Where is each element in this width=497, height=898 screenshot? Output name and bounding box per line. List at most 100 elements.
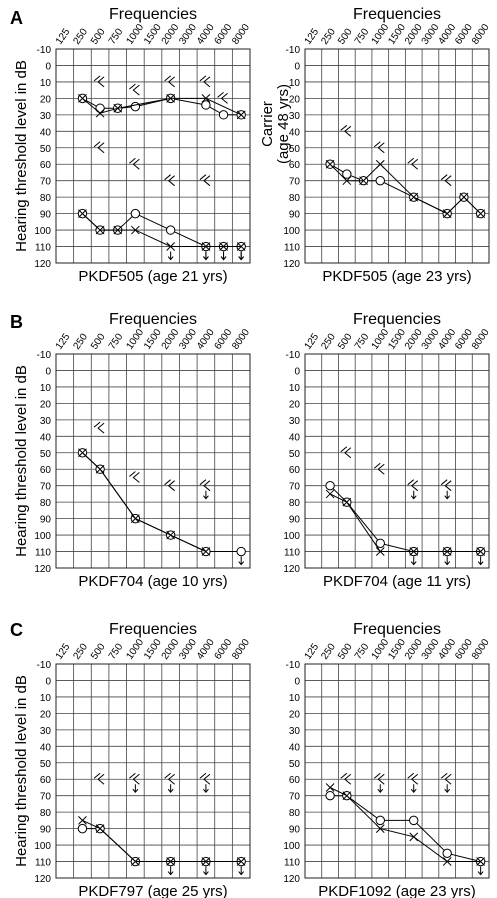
right-ear-marker — [375, 538, 385, 549]
right-ear-marker — [442, 848, 452, 859]
freq-tick-label: 750 — [353, 641, 372, 661]
db-tick-label: 40 — [40, 127, 52, 138]
db-tick-label: 100 — [34, 226, 51, 237]
bone-conduction-marker — [340, 772, 352, 785]
left-ear-marker — [131, 225, 140, 235]
db-tick-label: -10 — [286, 660, 301, 671]
left-ear-marker — [201, 94, 211, 103]
right-ear-marker — [375, 175, 385, 186]
bone-conduction-marker — [129, 471, 140, 483]
left-ear-marker — [166, 94, 175, 103]
db-tick-label: 10 — [289, 78, 301, 89]
no-response-arrow — [220, 251, 227, 261]
series-2 — [325, 489, 485, 556]
bone-conduction-marker — [340, 446, 352, 459]
right-ear-marker — [130, 101, 141, 112]
left-ear-marker — [95, 824, 105, 833]
db-tick-label: 0 — [294, 676, 300, 687]
left-ear-marker — [201, 857, 211, 866]
left-ear-marker — [78, 448, 87, 458]
no-response-arrow — [238, 251, 245, 261]
freq-tick-label: 4000 — [195, 327, 217, 352]
right-ear-marker — [236, 546, 246, 557]
no-response-arrow — [410, 784, 417, 794]
no-response-arrow — [203, 866, 209, 876]
db-tick-label: 70 — [40, 792, 52, 803]
freq-tick-label: 500 — [336, 331, 355, 351]
left-ear-marker — [409, 547, 419, 556]
y-axis-label: Hearing threshold level in dB — [13, 675, 30, 867]
bone-conduction-marker — [93, 75, 105, 88]
plot-frame — [304, 48, 490, 264]
bone-conduction-marker — [164, 75, 175, 88]
db-tick-label: 70 — [289, 177, 301, 188]
frequencies-title: Frequencies — [109, 6, 197, 23]
chart-panel-2: Frequencies12525050075010001500200030004… — [259, 6, 492, 285]
freq-tick-label: 8000 — [230, 637, 252, 662]
panel-title: PKDF505 (age 23 yrs) — [322, 268, 471, 285]
db-tick-label: -10 — [286, 45, 301, 56]
left-ear-marker — [442, 857, 452, 866]
bone-conduction-marker — [93, 141, 105, 154]
plot-frame — [304, 663, 490, 879]
series-2 — [78, 448, 211, 556]
panel-letter: C — [10, 620, 23, 640]
db-tick-label: 90 — [40, 210, 52, 221]
freq-tick-label: 250 — [319, 641, 338, 661]
db-tick-label: 50 — [289, 144, 301, 155]
db-tick-label: 90 — [40, 515, 52, 526]
db-tick-label: 0 — [45, 676, 51, 687]
db-tick-label: -10 — [37, 45, 52, 56]
left-ear-marker — [409, 832, 419, 842]
db-tick-label: 110 — [35, 243, 51, 254]
y-axis-label: Hearing threshold level in dB — [13, 60, 30, 252]
db-tick-label: 10 — [289, 383, 301, 394]
left-ear-marker — [113, 225, 123, 235]
db-tick-label: 120 — [283, 259, 300, 270]
left-ear-marker — [236, 242, 246, 251]
db-tick-label: 120 — [283, 564, 300, 575]
freq-tick-label: 500 — [336, 641, 355, 661]
freq-tick-label: 125 — [303, 641, 322, 661]
left-ear-marker — [325, 159, 335, 169]
left-ear-marker — [442, 209, 452, 218]
frequencies-title: Frequencies — [109, 311, 197, 328]
db-tick-label: 10 — [40, 78, 52, 89]
no-response-arrow — [410, 556, 417, 566]
db-tick-label: 70 — [289, 482, 301, 493]
no-response-arrow — [377, 784, 384, 794]
bone-conduction-marker — [93, 772, 105, 785]
bone-conduction-marker — [340, 124, 352, 137]
db-tick-label: 40 — [289, 432, 301, 443]
left-ear-marker — [166, 242, 175, 251]
left-ear-marker — [236, 857, 246, 866]
series-4 — [78, 209, 246, 261]
no-response-arrow — [203, 490, 209, 500]
carrier-age-label: (age 48 yrs) — [275, 84, 292, 164]
freq-tick-label: 6000 — [213, 327, 235, 352]
db-tick-label: 50 — [40, 449, 52, 460]
db-tick-label: 0 — [294, 366, 300, 377]
db-tick-label: 80 — [40, 193, 52, 204]
chart-panel-6: Frequencies12525050075010001500200030004… — [283, 621, 492, 898]
no-response-arrow — [444, 556, 451, 566]
chart-panel-4: Frequencies12525050075010001500200030004… — [283, 311, 492, 590]
db-tick-label: 40 — [40, 742, 52, 753]
freq-tick-label: 6000 — [213, 22, 235, 47]
db-tick-label: -10 — [37, 660, 52, 671]
freq-tick-label: 2000 — [160, 22, 182, 47]
freq-tick-label: 1500 — [142, 637, 164, 662]
freq-tick-label: 250 — [319, 26, 338, 46]
series-3 — [340, 772, 452, 794]
freq-tick-label: 750 — [353, 331, 372, 351]
freq-tick-label: 125 — [54, 26, 73, 46]
series-3 — [340, 124, 452, 187]
db-tick-label: 80 — [40, 498, 52, 509]
freq-tick-label: 125 — [54, 641, 73, 661]
db-tick-label: 90 — [289, 210, 301, 221]
db-tick-label: 100 — [34, 531, 51, 542]
left-ear-marker — [359, 176, 368, 186]
bone-conduction-marker — [164, 772, 175, 785]
freq-tick-label: 2000 — [160, 327, 182, 352]
no-response-arrow — [444, 490, 451, 500]
